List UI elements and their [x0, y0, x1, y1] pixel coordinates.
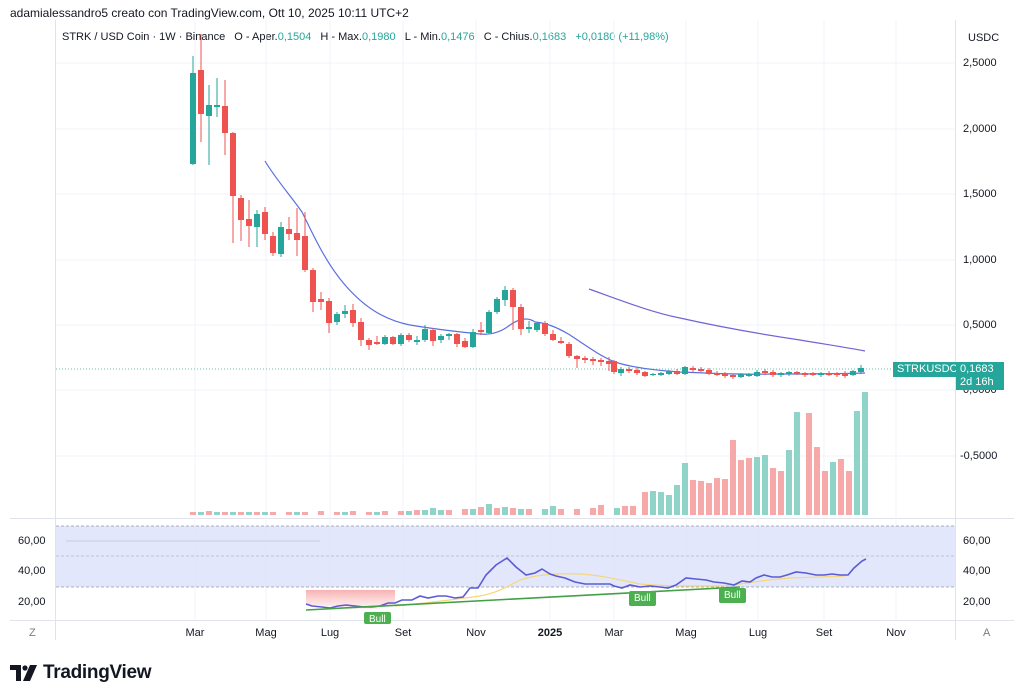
tradingview-logo-icon [10, 665, 37, 681]
open-value: 0,1504 [277, 31, 312, 43]
price-tick: 1,0000 [963, 254, 997, 266]
price-tick: -0,5000 [960, 450, 998, 462]
time-axis-border [10, 620, 1014, 621]
time-tick: Lug [320, 627, 340, 639]
attribution-text: adamialessandro5 creato con TradingView.… [10, 6, 409, 20]
ma-short-line [264, 160, 866, 375]
close-value: 0,1683 [532, 31, 567, 43]
time-tick: Mag [255, 627, 277, 639]
last-price-value: 0,1683 [960, 363, 994, 375]
left-axis-border [55, 20, 56, 640]
price-tick: 2,5000 [963, 57, 997, 69]
time-tick: Mag [675, 627, 697, 639]
low-value: 0,1476 [440, 31, 475, 43]
price-tick: 0,5000 [963, 319, 997, 331]
ma-long-line [588, 288, 866, 352]
right-axis-border [955, 20, 956, 640]
time-tick: Nov [886, 627, 906, 639]
time-tick: Lug [748, 627, 768, 639]
last-price-tag: 0,1683 2d 16h [956, 362, 1004, 390]
volume-bars [190, 392, 868, 515]
price-tick: 2,0000 [963, 123, 997, 135]
rsi-ma-line [394, 573, 846, 607]
change-value: +0,0180 (+11,98%) [575, 31, 669, 43]
rsi-tick-right: 40,00 [963, 565, 991, 577]
timezone-toggle[interactable]: Z [29, 627, 36, 639]
rsi-pane [56, 525, 955, 611]
rsi-tick-left: 60,00 [18, 535, 46, 547]
bull-signal: Bull [364, 612, 391, 624]
bar-countdown: 2d 16h [960, 376, 994, 388]
time-tick: Set [394, 627, 412, 639]
bull-signal: Bull [629, 591, 656, 606]
auto-scale-toggle[interactable]: A [983, 627, 991, 639]
candles [190, 34, 864, 379]
time-tick: Nov [466, 627, 486, 639]
high-label: H - Max. [320, 31, 362, 43]
pane-separator[interactable] [10, 518, 1014, 519]
bull-signal: Bull [719, 588, 746, 603]
time-tick: Mar [185, 627, 205, 639]
grid [56, 20, 955, 620]
rsi-tick-left: 40,00 [18, 565, 46, 577]
low-label: L - Min. [404, 31, 441, 43]
tradingview-logo[interactable]: TradingView [10, 662, 152, 684]
logo-text: TradingView [43, 662, 152, 683]
symbol-price-tag: STRKUSDC [893, 362, 962, 377]
time-tick: Set [815, 627, 833, 639]
rsi-tick-right: 20,00 [963, 596, 991, 608]
symbol-line[interactable]: STRK / USD Coin · 1W · Binance [62, 31, 226, 43]
rsi-tick-right: 60,00 [963, 535, 991, 547]
symbol-legend: STRK / USD Coin · 1W · Binance O - Aper.… [62, 31, 669, 43]
currency-label[interactable]: USDC [968, 32, 1000, 44]
high-value: 0,1980 [361, 31, 396, 43]
rsi-line [305, 556, 867, 609]
time-tick: Mar [604, 627, 624, 639]
rsi-tick-left: 20,00 [18, 596, 46, 608]
price-tick: 1,5000 [963, 188, 997, 200]
open-label: O - Aper. [234, 31, 278, 43]
divergence-line [305, 586, 741, 611]
time-tick-year: 2025 [537, 627, 563, 639]
close-label: C - Chius. [483, 31, 533, 43]
